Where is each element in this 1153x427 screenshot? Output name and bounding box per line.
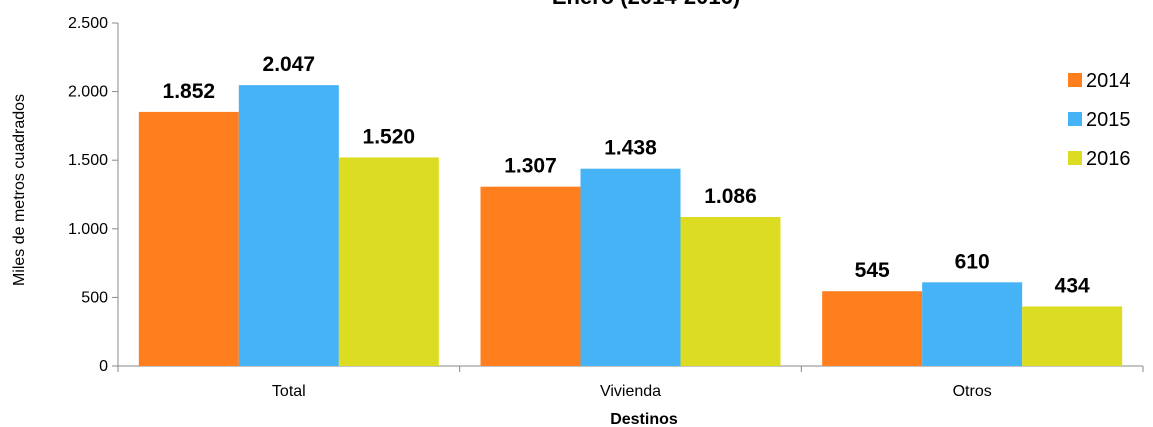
y-tick-label: 1.500	[68, 152, 108, 169]
chart-title: Enero (2014-2016)	[552, 0, 740, 9]
x-axis: Total Vivienda Otros	[117, 365, 1144, 400]
legend-label: 2014	[1086, 70, 1131, 92]
y-axis-title: Miles de metros cuadrados	[11, 94, 28, 286]
data-label: 1.086	[704, 185, 757, 208]
y-axis: 0 500 1.000 1.500 2.000 2.500	[68, 15, 119, 375]
bar	[580, 168, 681, 366]
legend-label: 2015	[1086, 109, 1131, 131]
y-tick-label: 0	[99, 358, 108, 375]
chart-title-group: Enero (2014-2016)	[552, 0, 740, 9]
y-tick-label: 500	[81, 289, 108, 306]
legend-swatch	[1068, 73, 1082, 87]
y-tick-label: 1.000	[68, 221, 108, 238]
value-labels-group: 1.852 1.307 545 2.047 1.438 610 1.520 1.086 434	[163, 53, 1090, 297]
y-tick-label: 2.500	[68, 15, 108, 32]
x-tick-label: Otros	[953, 383, 992, 400]
bar	[138, 111, 239, 366]
bar	[680, 217, 781, 366]
bar	[1022, 306, 1123, 366]
bar-series-group	[138, 85, 1123, 366]
x-tick-label: Total	[272, 383, 306, 400]
x-tick-label: Vivienda	[600, 383, 661, 400]
x-axis-title: Destinos	[610, 411, 678, 427]
legend-swatch	[1068, 151, 1082, 165]
bar	[238, 85, 339, 366]
bar	[922, 282, 1023, 366]
data-label: 1.852	[163, 80, 216, 103]
data-label: 1.520	[363, 125, 416, 148]
bar	[822, 291, 923, 366]
bar	[338, 157, 439, 366]
data-label: 545	[855, 259, 890, 282]
bar	[480, 186, 581, 366]
data-label: 1.438	[604, 137, 657, 160]
legend: 2014 2015 2016	[1068, 70, 1131, 170]
legend-label: 2016	[1086, 148, 1131, 170]
data-label: 2.047	[263, 53, 316, 76]
data-label: 610	[955, 250, 990, 273]
legend-swatch	[1068, 112, 1082, 126]
y-tick-label: 2.000	[68, 84, 108, 101]
data-label: 1.307	[504, 155, 557, 178]
data-label: 434	[1055, 274, 1090, 297]
